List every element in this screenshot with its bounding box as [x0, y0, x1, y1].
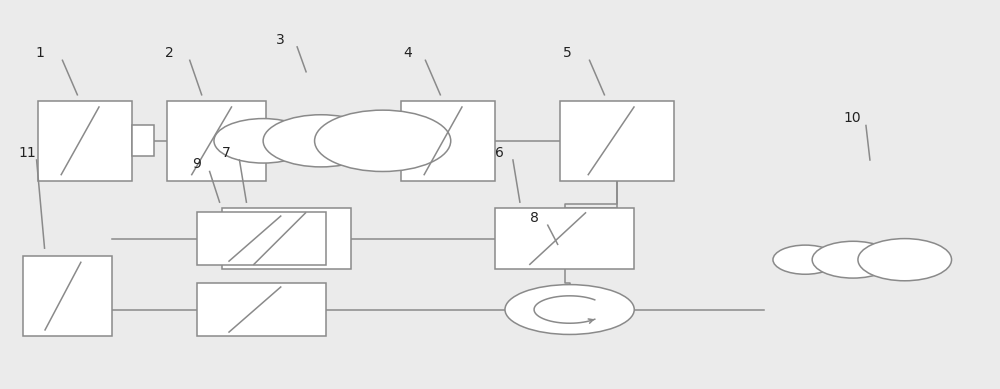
Bar: [167, 100, 266, 181]
Bar: [560, 100, 674, 181]
Bar: [495, 208, 634, 269]
Text: 10: 10: [843, 112, 861, 126]
Text: 1: 1: [36, 46, 44, 60]
Circle shape: [505, 285, 634, 335]
Text: 2: 2: [165, 46, 174, 60]
Text: 5: 5: [563, 46, 571, 60]
Text: 7: 7: [222, 146, 230, 160]
Ellipse shape: [812, 241, 894, 278]
Bar: [132, 126, 154, 156]
Bar: [197, 283, 326, 336]
Bar: [23, 256, 112, 336]
Text: 6: 6: [495, 146, 504, 160]
Bar: [197, 212, 326, 265]
Text: 3: 3: [276, 33, 285, 47]
Ellipse shape: [315, 110, 451, 172]
Bar: [38, 100, 132, 181]
Ellipse shape: [773, 245, 838, 274]
Bar: [401, 100, 495, 181]
Text: 11: 11: [19, 146, 36, 160]
Ellipse shape: [214, 119, 313, 163]
Text: 9: 9: [192, 158, 201, 172]
Text: 4: 4: [404, 46, 412, 60]
Ellipse shape: [858, 238, 952, 281]
Text: 8: 8: [530, 211, 539, 225]
Bar: [222, 208, 351, 269]
Ellipse shape: [263, 115, 379, 167]
